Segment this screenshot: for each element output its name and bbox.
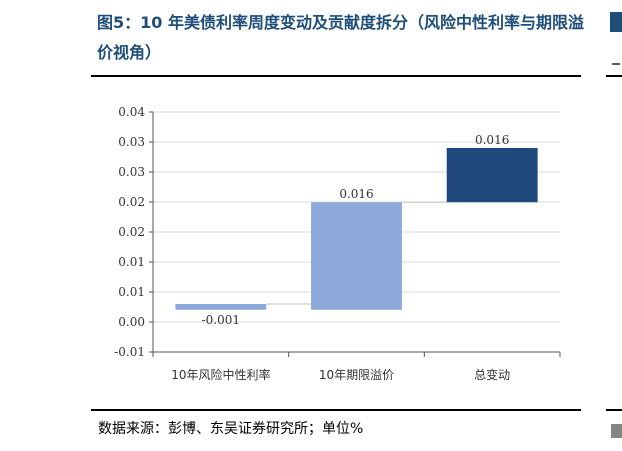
bar-1 — [175, 304, 267, 310]
adjacent-figure-fragment — [612, 63, 620, 65]
adjacent-figure-title-fragment — [610, 12, 622, 32]
category-label: 10年风险中性利率 — [171, 367, 270, 382]
y-tick-label: 0.01 — [118, 255, 145, 269]
adjacent-figure-rule-top — [606, 75, 622, 77]
y-tick-label: 0.03 — [118, 165, 145, 179]
y-tick-label: 0.04 — [118, 105, 145, 119]
y-axis: -0.01 0.00 0.01 0.01 0.02 0.02 0.03 0.03 0.04 — [114, 105, 154, 359]
category-label: 总变动 — [474, 367, 510, 382]
y-tick-label: 0.03 — [118, 135, 145, 149]
y-tick-label: 0.02 — [118, 225, 145, 239]
data-label: 0.016 — [475, 133, 509, 147]
bars: -0.001 0.016 0.016 — [175, 133, 538, 327]
data-label: 0.016 — [339, 187, 373, 201]
category-label: 10年期限溢价 — [319, 368, 394, 382]
source-note: 数据来源：彭博、东吴证券研究所；单位% — [98, 421, 364, 437]
data-label: -0.001 — [202, 313, 240, 327]
y-tick-label: 0.01 — [118, 285, 145, 299]
top-rule — [91, 75, 581, 77]
bar-2 — [311, 202, 402, 310]
y-tick-label: -0.01 — [114, 345, 145, 359]
figure-title: 图5：10 年美债利率周度变动及贡献度拆分（风险中性利率与期限溢价视角） — [97, 13, 584, 62]
y-tick-label: 0.00 — [118, 315, 145, 329]
bar-3 — [446, 148, 538, 203]
x-axis: 10年风险中性利率 10年期限溢价 总变动 — [152, 351, 561, 382]
adjacent-figure-source-fragment — [611, 424, 622, 438]
adjacent-figure-rule-bottom — [606, 409, 622, 411]
y-tick-label: 0.02 — [118, 195, 145, 209]
bottom-rule — [91, 409, 581, 411]
